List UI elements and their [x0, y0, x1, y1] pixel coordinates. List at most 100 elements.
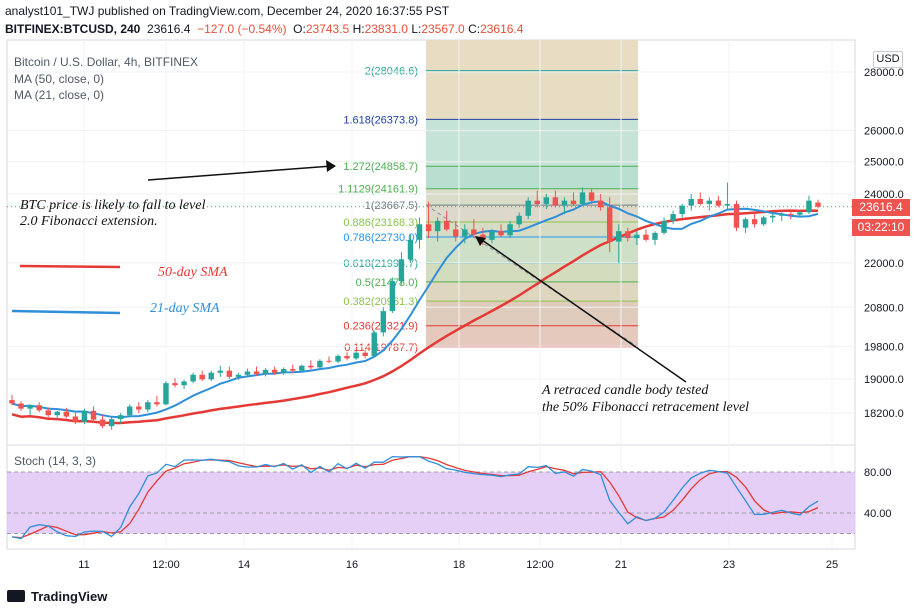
- candle-body: [715, 200, 722, 206]
- candle-body: [398, 259, 405, 282]
- chart-title: Bitcoin / U.S. Dollar, 4h, BITFINEX: [14, 55, 199, 69]
- candle-body: [543, 197, 550, 204]
- candle-body: [63, 411, 70, 417]
- x-tick-label: 16: [346, 559, 358, 571]
- y-tick-label: 28000.0: [864, 67, 904, 79]
- candle-body: [190, 374, 196, 382]
- candle-body: [679, 205, 685, 215]
- candle-body: [244, 371, 251, 375]
- candle-body: [471, 229, 477, 235]
- candle-body: [597, 200, 604, 208]
- candle-body: [108, 419, 115, 427]
- tradingview-brand[interactable]: TradingView: [7, 589, 107, 604]
- candle-body: [688, 198, 694, 206]
- x-tick-label: 11: [78, 559, 89, 571]
- ma50-legend[interactable]: MA (50, close, 0): [14, 72, 105, 86]
- x-tick-label: 14: [238, 559, 250, 571]
- y-tick-label: 26000.0: [864, 126, 904, 138]
- left-annotation-line2: 2.0 Fibonacci extension.: [20, 214, 158, 229]
- candle-body: [770, 215, 776, 218]
- candle-body: [45, 410, 51, 416]
- candle-body: [181, 381, 187, 386]
- stoch-tick-label: 80.00: [864, 467, 892, 479]
- candle-body: [706, 200, 713, 204]
- fib-zone: [426, 166, 638, 189]
- candle-body: [145, 402, 151, 410]
- candle-body: [308, 365, 314, 368]
- candle-body: [217, 370, 224, 373]
- candle-body: [18, 403, 24, 409]
- candle-body: [81, 410, 88, 422]
- x-tick-label: 12:00: [526, 559, 554, 571]
- candle-body: [443, 220, 450, 230]
- ma21-legend[interactable]: MA (21, close, 0): [14, 88, 105, 102]
- stoch-label: Stoch (14, 3, 3): [14, 454, 96, 468]
- sma21-legend-line: [11, 309, 121, 315]
- candle-body: [697, 198, 703, 204]
- candle-body: [326, 360, 332, 362]
- candle-body: [317, 360, 323, 368]
- candle-body: [534, 200, 540, 204]
- candle-body: [335, 355, 341, 362]
- brand-label: TradingView: [31, 589, 108, 604]
- fib-level-label: 1(23667.5): [365, 200, 418, 212]
- stoch-band: [7, 472, 855, 534]
- candle-body: [507, 224, 513, 236]
- candle-body: [99, 419, 106, 427]
- left-annotation-line1: BTC price is likely to fall to level: [20, 198, 206, 213]
- candle-body: [670, 214, 676, 221]
- fib-zone: [426, 325, 638, 347]
- candle-layer: [9, 182, 821, 430]
- candle-body: [516, 215, 522, 225]
- candle-body: [797, 212, 803, 215]
- candle-body: [199, 374, 205, 380]
- x-tick-label: 21: [615, 559, 627, 571]
- candle-body: [299, 365, 305, 371]
- sma21-annotation: 21-day SMA: [150, 301, 220, 316]
- fib-zone: [426, 263, 638, 282]
- bottom-annotation-line1: A retraced candle body tested: [541, 383, 709, 398]
- candle-body: [371, 332, 377, 356]
- candle-body: [579, 192, 586, 204]
- fib-zone: [426, 119, 638, 167]
- close-label: C:: [468, 22, 481, 36]
- candle-body: [425, 224, 432, 232]
- sma50-legend-line: [19, 264, 121, 269]
- stoch-tick-label: 40.00: [864, 508, 892, 520]
- high-label: H:: [352, 22, 365, 36]
- sma21-line: [11, 200, 819, 419]
- fib-zone: [426, 237, 638, 264]
- last-price-tag: 23616.4: [852, 199, 910, 216]
- candle-body: [652, 232, 658, 240]
- sma50-line: [11, 209, 819, 425]
- low-label: L:: [411, 22, 422, 36]
- candle-body: [36, 405, 42, 411]
- candle-body: [154, 402, 160, 405]
- annotation-layer: BTC price is likely to fall to level 2.0…: [11, 160, 749, 468]
- candle-body: [561, 200, 568, 206]
- currency-button[interactable]: USD: [873, 51, 903, 68]
- fib-level-label: 1.618(26373.8): [343, 114, 418, 126]
- candle-body: [606, 207, 613, 242]
- candle-body: [389, 281, 396, 312]
- fib-top-zone: [426, 40, 638, 71]
- candle-body: [570, 200, 577, 204]
- candle-body: [552, 197, 559, 206]
- fib-zone: [426, 301, 638, 326]
- y-tick-label: 22000.0: [864, 258, 904, 270]
- candle-body: [262, 369, 269, 374]
- candle-body: [72, 416, 79, 422]
- candle-body: [462, 229, 468, 237]
- low-value: 23567.0: [421, 22, 465, 36]
- fib-level-label: 1.1129(24161.9): [338, 184, 418, 196]
- candle-body: [136, 406, 142, 410]
- fib-zone: [426, 205, 638, 222]
- candle-body: [54, 411, 60, 416]
- close-value: 23616.4: [480, 22, 524, 36]
- x-tick-label: 23: [723, 559, 735, 571]
- candle-body: [172, 383, 178, 386]
- fib-level-label: 0.618(21994.7): [343, 258, 418, 270]
- candle-body: [661, 220, 667, 233]
- symbol-line: BITFINEX:BTCUSD, 240 23616.4 −127.0 (−0.…: [5, 22, 523, 36]
